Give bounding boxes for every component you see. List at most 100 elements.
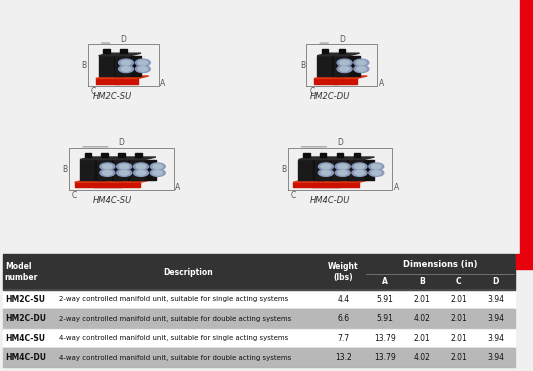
Circle shape: [121, 67, 131, 71]
Text: D: D: [492, 277, 498, 286]
Polygon shape: [332, 160, 347, 180]
Circle shape: [355, 164, 365, 169]
Polygon shape: [112, 160, 122, 180]
Text: Model
number: Model number: [5, 262, 38, 282]
Circle shape: [153, 164, 163, 169]
Bar: [3, 309, 515, 329]
Circle shape: [135, 59, 150, 66]
Text: 2-way controlled manifold unit, suitable for single acting systems: 2-way controlled manifold unit, suitable…: [59, 296, 288, 302]
Circle shape: [150, 169, 165, 176]
Text: HM4C-DU: HM4C-DU: [310, 196, 351, 205]
Text: 13.79: 13.79: [374, 353, 395, 362]
Circle shape: [117, 169, 132, 176]
Text: 3.94: 3.94: [487, 334, 504, 343]
Circle shape: [118, 65, 133, 73]
Text: 2.01: 2.01: [450, 334, 467, 343]
Bar: [3, 290, 515, 309]
Circle shape: [133, 169, 148, 176]
Text: C: C: [72, 191, 77, 200]
Text: HM4C-SU: HM4C-SU: [92, 196, 132, 205]
Text: C: C: [290, 191, 296, 200]
Text: 2.01: 2.01: [450, 314, 467, 324]
Text: 4-way controlled manifold unit, suitable for double acting systems: 4-way controlled manifold unit, suitable…: [59, 355, 291, 361]
Text: 4.02: 4.02: [413, 353, 430, 362]
Polygon shape: [317, 56, 332, 76]
Polygon shape: [115, 79, 138, 83]
Circle shape: [340, 67, 350, 71]
Circle shape: [337, 65, 352, 73]
Text: 2.01: 2.01: [413, 295, 430, 304]
Text: C: C: [456, 277, 462, 286]
Circle shape: [102, 171, 112, 175]
Circle shape: [354, 59, 369, 66]
Polygon shape: [322, 49, 328, 53]
Polygon shape: [115, 56, 130, 76]
Polygon shape: [333, 79, 357, 83]
Circle shape: [369, 163, 384, 170]
Circle shape: [319, 169, 334, 176]
Circle shape: [136, 164, 146, 169]
Polygon shape: [97, 160, 112, 180]
Text: Dimensions (in): Dimensions (in): [403, 260, 478, 269]
Polygon shape: [298, 160, 313, 180]
Text: B: B: [62, 164, 68, 174]
Text: HM2C-SU: HM2C-SU: [5, 295, 45, 304]
Polygon shape: [316, 157, 341, 160]
Text: A: A: [394, 183, 399, 192]
Text: 4.02: 4.02: [413, 314, 430, 324]
Circle shape: [133, 163, 148, 170]
Polygon shape: [293, 182, 340, 187]
Text: HM4C-DU: HM4C-DU: [5, 353, 46, 362]
Polygon shape: [303, 153, 310, 157]
Polygon shape: [338, 49, 345, 53]
Text: A: A: [382, 277, 387, 286]
Circle shape: [352, 163, 367, 170]
Text: 5.91: 5.91: [376, 295, 393, 304]
Polygon shape: [80, 157, 106, 160]
Polygon shape: [80, 160, 95, 180]
Text: 2.01: 2.01: [450, 353, 467, 362]
Circle shape: [100, 163, 115, 170]
Polygon shape: [314, 79, 338, 83]
Text: A: A: [379, 79, 384, 88]
Text: 2.01: 2.01: [450, 295, 467, 304]
Circle shape: [118, 59, 133, 66]
Circle shape: [369, 169, 384, 176]
Polygon shape: [85, 153, 91, 157]
Circle shape: [354, 65, 369, 73]
Polygon shape: [128, 160, 139, 180]
Text: 3.94: 3.94: [487, 295, 504, 304]
Circle shape: [119, 164, 129, 169]
Circle shape: [357, 67, 366, 71]
Circle shape: [340, 60, 350, 65]
Polygon shape: [334, 53, 360, 56]
Circle shape: [372, 171, 381, 175]
Polygon shape: [332, 56, 343, 76]
Polygon shape: [75, 182, 122, 187]
Polygon shape: [298, 157, 324, 160]
Polygon shape: [96, 76, 130, 79]
Text: HM2C-DU: HM2C-DU: [5, 314, 46, 324]
Circle shape: [102, 164, 112, 169]
Text: HM4C-SU: HM4C-SU: [5, 334, 45, 343]
Circle shape: [117, 163, 132, 170]
Text: D: D: [337, 138, 343, 147]
Bar: [3, 348, 515, 367]
Circle shape: [338, 171, 348, 175]
Circle shape: [357, 60, 366, 65]
Bar: [3, 255, 515, 290]
Text: 7.7: 7.7: [337, 334, 349, 343]
Text: C: C: [309, 87, 314, 96]
Polygon shape: [118, 153, 125, 157]
Text: D: D: [118, 138, 125, 147]
Circle shape: [150, 163, 165, 170]
Text: 3.94: 3.94: [487, 353, 504, 362]
Text: C: C: [91, 87, 96, 96]
Circle shape: [337, 59, 352, 66]
Polygon shape: [316, 160, 330, 180]
Text: 2-way controlled manifold unit, suitable for double acting systems: 2-way controlled manifold unit, suitable…: [59, 316, 291, 322]
Polygon shape: [293, 180, 351, 182]
Polygon shape: [364, 160, 374, 180]
Polygon shape: [349, 160, 364, 180]
Circle shape: [355, 171, 365, 175]
